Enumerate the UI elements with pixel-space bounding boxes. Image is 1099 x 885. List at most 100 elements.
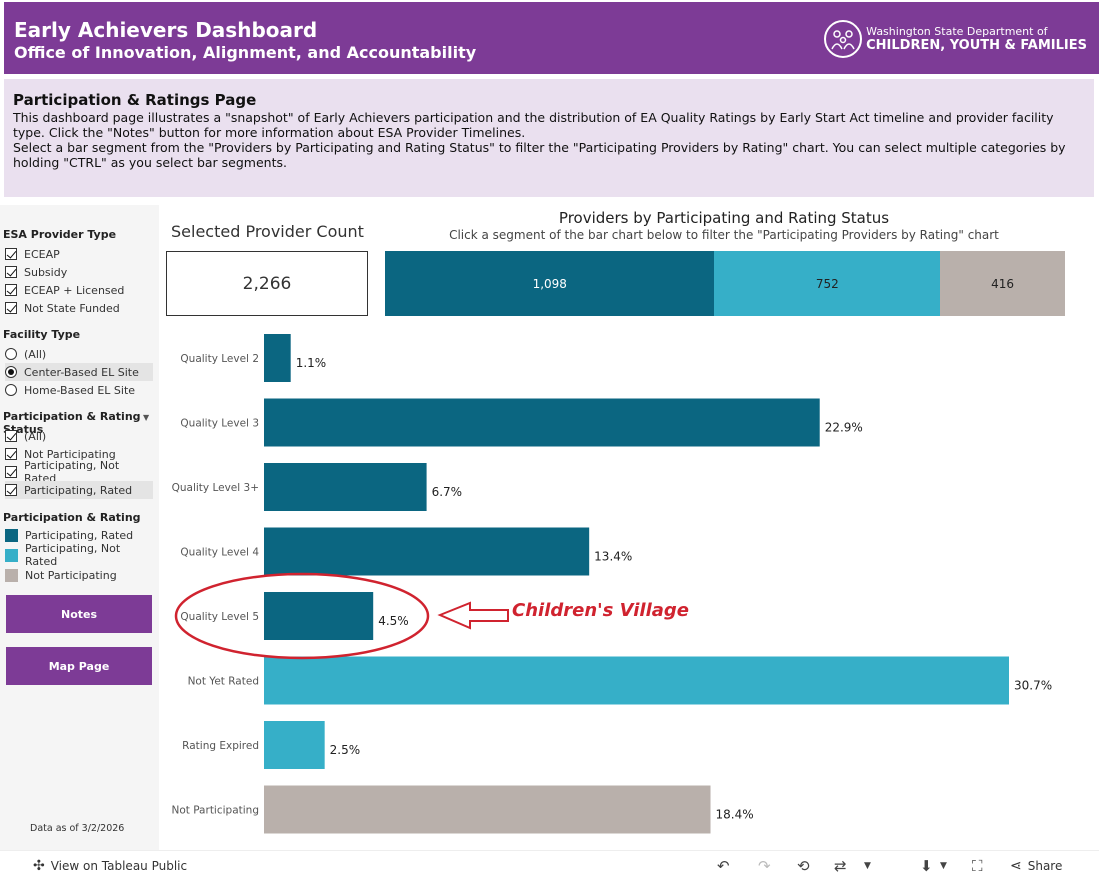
bar[interactable] <box>264 463 427 511</box>
category-label: Quality Level 3+ <box>172 482 259 494</box>
esa-filter-heading: ESA Provider Type <box>3 228 117 241</box>
esa-option-subsidy[interactable]: Subsidy <box>5 263 153 281</box>
checkbox-icon <box>5 266 17 278</box>
category-label: Not Participating <box>171 805 259 817</box>
bar[interactable] <box>264 527 590 576</box>
checkbox-icon <box>5 430 17 442</box>
stacked-segment[interactable]: 1,098 <box>385 251 715 316</box>
refresh-icon[interactable]: ⇄ <box>834 857 847 875</box>
fullscreen-icon[interactable]: ⛶ <box>972 857 983 875</box>
rating-bar-chart: Quality Level 2 1.1% Quality Level 3 22.9% Q… <box>160 320 1060 840</box>
category-label: Quality Level 2 <box>180 353 259 365</box>
map-page-button[interactable]: Map Page <box>6 647 152 685</box>
stacked-status-bar: 1,098 752 416 <box>385 251 1065 316</box>
description-para-1: This dashboard page illustrates a "snaps… <box>13 110 1054 140</box>
bar-value-label: 6.7% <box>432 485 463 499</box>
bar[interactable] <box>264 398 820 447</box>
category-label: Quality Level 4 <box>180 547 259 559</box>
refresh-dropdown-icon[interactable]: ▼ <box>864 861 871 871</box>
stacked-segment-label: 752 <box>815 276 839 291</box>
radio-selected-icon <box>5 366 17 378</box>
description-panel: Participation & Ratings Page This dashbo… <box>4 79 1094 197</box>
status-option-not-participating[interactable]: Not Participating <box>5 445 153 463</box>
stacked-chart-title: Providers by Participating and Rating St… <box>558 209 890 227</box>
provider-count-title: Selected Provider Count <box>171 222 364 241</box>
annotation-circle <box>174 572 430 660</box>
dashboard-header: Early Achievers Dashboard Office of Inno… <box>4 2 1099 74</box>
legend-item-not-participating: Not Participating <box>5 566 153 584</box>
bar[interactable] <box>264 721 325 769</box>
bar-value-label: 18.4% <box>716 808 754 822</box>
category-label: Quality Level 3 <box>180 418 259 430</box>
facility-option-home-based[interactable]: Home-Based EL Site <box>5 381 153 399</box>
description-para-2: Select a bar segment from the "Providers… <box>13 140 1066 170</box>
facility-filter-heading: Facility Type <box>3 328 81 341</box>
annotation-arrow-icon <box>437 601 509 630</box>
logo-line-2: CHILDREN, YOUTH & FAMILIES <box>866 37 1087 53</box>
legend-swatch <box>5 568 18 582</box>
bar-value-label: 13.4% <box>594 550 632 564</box>
bar-value-label: 22.9% <box>825 421 863 435</box>
facility-option-all[interactable]: (All) <box>5 345 153 363</box>
bar-value-label: 30.7% <box>1014 679 1052 693</box>
facility-option-center-based[interactable]: Center-Based EL Site <box>5 363 153 381</box>
category-label: Quality Level 5 <box>180 611 259 623</box>
rating-bar-chart-svg: Quality Level 2 1.1% Quality Level 3 22.9% Q… <box>171 334 1052 834</box>
bar[interactable] <box>264 592 374 640</box>
status-option-all[interactable]: (All) <box>5 427 153 445</box>
redo-icon[interactable]: ↷ <box>758 857 771 875</box>
view-on-tableau-link[interactable]: ✣ View on Tableau Public <box>33 858 188 874</box>
legend-swatch <box>5 528 18 542</box>
dropdown-caret-icon[interactable]: ▼ <box>143 413 150 422</box>
data-as-of: Data as of 3/2/2026 <box>30 823 125 834</box>
checkbox-icon <box>5 248 17 260</box>
esa-option-eceap-licensed[interactable]: ECEAP + Licensed <box>5 281 153 299</box>
checkbox-icon <box>5 466 17 478</box>
bar[interactable] <box>264 656 1009 705</box>
checkbox-icon <box>5 484 17 496</box>
stacked-segment-label: 416 <box>991 276 1014 291</box>
checkbox-icon <box>5 284 17 296</box>
legend-item-participating-not-rated: Participating, Not Rated <box>5 542 153 568</box>
annotation-label: Children's Village <box>512 600 690 621</box>
category-label: Rating Expired <box>182 740 259 752</box>
dashboard-subtitle: Office of Innovation, Alignment, and Acc… <box>14 43 477 62</box>
bar-value-label: 4.5% <box>378 614 409 628</box>
dcyf-logo: Washington State Department of CHILDREN,… <box>824 18 1087 60</box>
legend-item-participating-rated: Participating, Rated <box>5 526 153 544</box>
logo-line-1: Washington State Department of <box>866 24 1048 38</box>
bar-value-label: 1.1% <box>296 356 327 370</box>
dcyf-seal-icon <box>824 20 863 58</box>
bar-value-label: 2.5% <box>330 743 361 757</box>
radio-icon <box>5 384 17 396</box>
stacked-chart-subtitle: Click a segment of the bar chart below t… <box>449 228 999 242</box>
stacked-segment-label: 1,098 <box>532 276 567 291</box>
esa-option-eceap[interactable]: ECEAP <box>5 245 153 263</box>
tableau-logo-icon: ✣ <box>33 858 45 874</box>
download-icon[interactable]: ⬇ <box>920 857 933 875</box>
stacked-segment[interactable]: 416 <box>940 251 1065 316</box>
checkbox-icon <box>5 448 17 460</box>
share-icon: ⋖ <box>1010 858 1022 874</box>
checkbox-icon <box>5 302 17 314</box>
dashboard-title: Early Achievers Dashboard <box>14 18 318 42</box>
provider-count-value: 2,266 <box>166 251 368 316</box>
undo-icon[interactable]: ↶ <box>717 857 730 875</box>
tableau-footer: ✣ View on Tableau Public ↶ ↷ ⟲ ⇄ ▼ ⬇ ▼ ⛶… <box>0 850 1099 885</box>
stacked-segment[interactable]: 752 <box>714 251 941 316</box>
notes-button[interactable]: Notes <box>6 595 152 633</box>
download-dropdown-icon[interactable]: ▼ <box>940 861 947 871</box>
legend-swatch <box>5 548 18 562</box>
bar[interactable] <box>264 334 291 382</box>
status-option-participating-rated[interactable]: Participating, Rated <box>5 481 153 499</box>
esa-option-not-state-funded[interactable]: Not State Funded <box>5 299 153 317</box>
revert-icon[interactable]: ⟲ <box>797 857 810 875</box>
share-button[interactable]: ⋖ Share <box>1010 858 1063 874</box>
radio-icon <box>5 348 17 360</box>
page-title: Participation & Ratings Page <box>13 91 257 109</box>
bar[interactable] <box>264 785 711 834</box>
filter-sidebar: ESA Provider Type ECEAP Subsidy ECEAP + … <box>0 205 159 850</box>
category-label: Not Yet Rated <box>188 676 259 688</box>
legend-heading: Participation & Rating <box>3 511 141 524</box>
